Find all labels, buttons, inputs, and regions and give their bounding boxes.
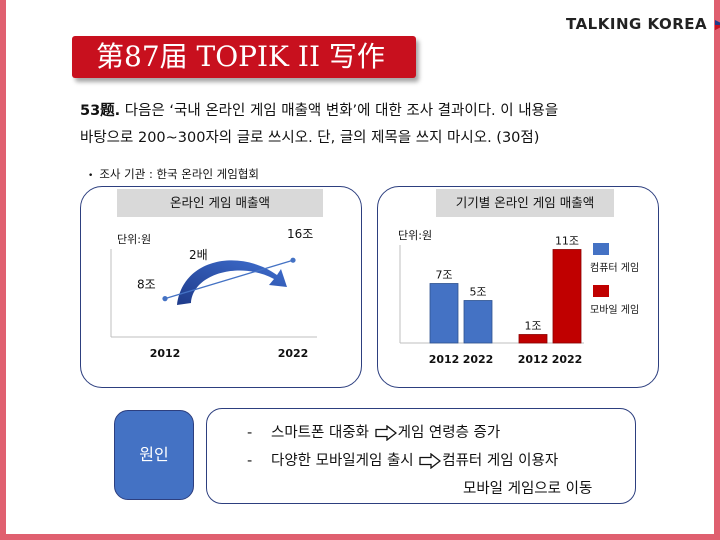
line-series <box>164 259 294 300</box>
bar-x-tick-label: 2022 <box>552 353 583 366</box>
cause-label-box: 원인 <box>114 410 194 500</box>
legend-label: 컴퓨터 게임 <box>590 261 639 274</box>
bar <box>429 283 459 344</box>
bar <box>463 300 493 344</box>
bar-chart-title: 기기별 온라인 게임 매출액 <box>436 189 614 217</box>
line-point <box>290 257 296 263</box>
legend-swatch <box>593 243 609 255</box>
frame-right <box>714 0 720 540</box>
question-line-2: 바탕으로 200~300자의 글로 쓰시오. 단, 글의 제목을 쓰지 마시오.… <box>80 130 540 146</box>
bar-unit-label: 단위:원 <box>398 229 432 242</box>
question-number: 53题. <box>80 103 121 119</box>
line-chart-title: 온라인 게임 매출액 <box>117 189 323 217</box>
reason-box: - 스마트폰 대중화 게임 연령층 증가 - 다양한 모바일게임 출시 컴퓨터 게임… <box>206 408 636 504</box>
flag-icon <box>714 19 720 30</box>
brand-logo: TALKING KOREA <box>566 15 720 37</box>
brand-name: TALKING KOREA <box>566 15 708 33</box>
line-data-label: 16조 <box>287 227 313 241</box>
bar-data-label: 5조 <box>469 286 486 299</box>
question-text: 53题. 다음은 ‘국내 온라인 게임 매출액 변화’에 대한 조사 결과이다.… <box>80 98 660 152</box>
line-data-label: 8조 <box>137 278 156 292</box>
line-x-tick-label: 2022 <box>278 347 309 360</box>
hollow-arrow-icon <box>374 425 397 441</box>
reason-item-2-continuation: 모바일 게임으로 이동 <box>463 481 593 497</box>
page-title: 第87届 TOPIK II 写作 <box>72 36 416 78</box>
line-point <box>162 296 168 302</box>
growth-annotation: 2배 <box>189 248 208 262</box>
dash-1: - <box>247 425 253 441</box>
reason-2-before: 다양한 모바일게임 출시 <box>271 453 414 469</box>
bullet-icon: • <box>88 171 94 181</box>
frame-bottom <box>0 534 720 540</box>
source-text: 조사 기관 : 한국 온라인 게임협회 <box>99 167 260 181</box>
growth-arc-arrow <box>177 260 287 305</box>
bar-data-label: 11조 <box>555 235 579 248</box>
bar-x-tick-label: 2012 <box>518 353 549 366</box>
survey-source: • 조사 기관 : 한국 온라인 게임협회 <box>88 166 259 182</box>
line-unit-label: 단위:원 <box>117 233 151 246</box>
bar-x-tick-label: 2022 <box>463 353 494 366</box>
line-x-tick-label: 2012 <box>150 347 181 360</box>
line-chart-panel: 온라인 게임 매출액 단위:원 2배 8조 2012 16조 2022 <box>80 186 362 388</box>
hollow-arrow-icon <box>419 453 442 469</box>
line-chart: 단위:원 2배 8조 2012 16조 2022 <box>110 227 317 360</box>
legend-swatch <box>593 285 609 297</box>
reason-2-after: 컴퓨터 게임 이용자 <box>442 453 559 469</box>
reason-item-2: - 다양한 모바일게임 출시 컴퓨터 게임 이용자 <box>247 449 558 470</box>
legend-label: 모바일 게임 <box>590 303 639 316</box>
bar-x-tick-label: 2012 <box>429 353 460 366</box>
bar-chart: 단위:원 7조 2012 5조 2022 1조 2012 11조 2022 컴퓨터 게임모바일 … <box>398 229 639 366</box>
bar <box>552 249 582 344</box>
dash-2: - <box>247 453 253 469</box>
bar <box>518 334 548 344</box>
question-line-1: 다음은 ‘국내 온라인 게임 매출액 변화’에 대한 조사 결과이다. 이 내용… <box>120 103 559 119</box>
bar-chart-panel: 기기별 온라인 게임 매출액 단위:원 7조 2012 5조 2022 1조 2012 11… <box>377 186 659 388</box>
reason-1-before: 스마트폰 대중화 <box>271 425 369 441</box>
frame-left <box>0 0 6 540</box>
bar-data-label: 7조 <box>435 269 452 282</box>
reason-item-1: - 스마트폰 대중화 게임 연령층 증가 <box>247 421 500 442</box>
reason-1-after: 게임 연령층 증가 <box>397 425 501 441</box>
bar-data-label: 1조 <box>524 320 541 333</box>
